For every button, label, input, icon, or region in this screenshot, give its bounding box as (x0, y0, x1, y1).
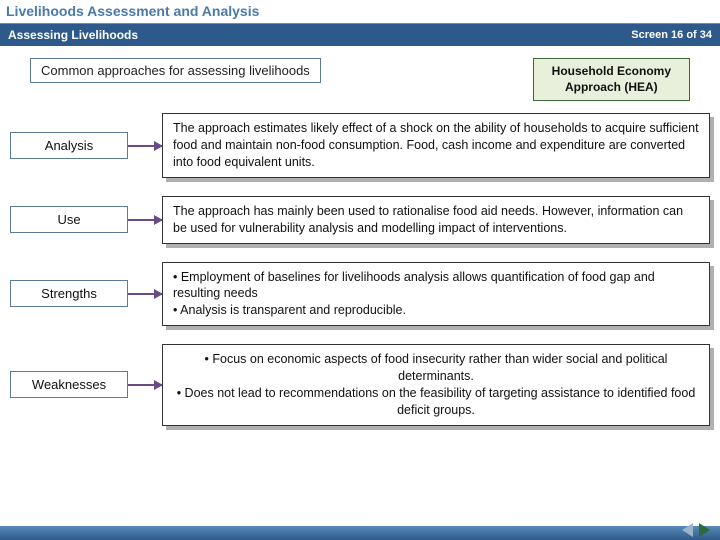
screen-counter: Screen 16 of 34 (631, 29, 712, 41)
label-use: Use (10, 206, 128, 233)
next-icon[interactable] (699, 523, 710, 537)
hea-box: Household Economy Approach (HEA) (533, 58, 690, 101)
label-strengths: Strengths (10, 280, 128, 307)
hea-line2: Approach (HEA) (552, 80, 671, 96)
row-strengths: Strengths • Employment of baselines for … (10, 262, 710, 327)
label-weaknesses: Weaknesses (10, 371, 128, 398)
footer-bar (0, 526, 720, 540)
desc-weaknesses: • Focus on economic aspects of food inse… (162, 344, 710, 426)
desc-wrap: The approach estimates likely effect of … (162, 113, 710, 178)
header-top: Livelihoods Assessment and Analysis (0, 0, 720, 24)
connector (128, 145, 162, 146)
approaches-box: Common approaches for assessing liveliho… (30, 58, 321, 83)
desc-wrap: • Employment of baselines for livelihood… (162, 262, 710, 327)
desc-use: The approach has mainly been used to rat… (162, 196, 710, 244)
desc-wrap: The approach has mainly been used to rat… (162, 196, 710, 244)
connector (128, 293, 162, 294)
desc-wrap: • Focus on economic aspects of food inse… (162, 344, 710, 426)
top-row: Common approaches for assessing liveliho… (0, 46, 720, 109)
page-title: Livelihoods Assessment and Analysis (6, 3, 259, 19)
row-analysis: Analysis The approach estimates likely e… (10, 113, 710, 178)
row-use: Use The approach has mainly been used to… (10, 196, 710, 244)
header-subtitle: Assessing Livelihoods (8, 28, 138, 42)
footer (0, 514, 720, 540)
connector (128, 219, 162, 220)
content-area: Analysis The approach estimates likely e… (0, 109, 720, 426)
header-bar: Assessing Livelihoods Screen 16 of 34 (0, 24, 720, 46)
hea-line1: Household Economy (552, 64, 671, 80)
prev-icon[interactable] (682, 523, 693, 537)
desc-analysis: The approach estimates likely effect of … (162, 113, 710, 178)
nav-arrows (682, 523, 710, 537)
connector (128, 384, 162, 385)
row-weaknesses: Weaknesses • Focus on economic aspects o… (10, 344, 710, 426)
desc-strengths: • Employment of baselines for livelihood… (162, 262, 710, 327)
label-analysis: Analysis (10, 132, 128, 159)
